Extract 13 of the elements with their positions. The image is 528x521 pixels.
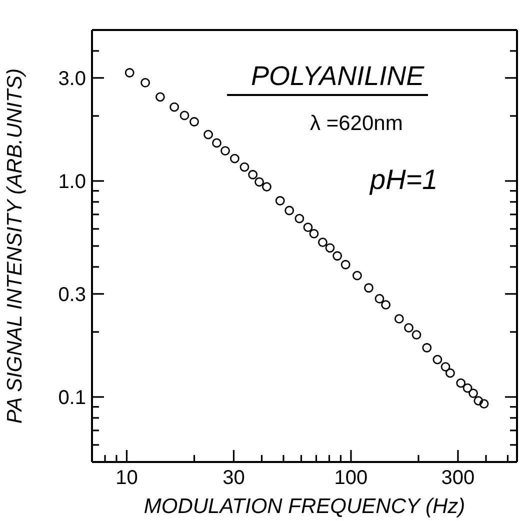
y-tick-label: 3.0: [58, 68, 86, 90]
x-tick-label: 100: [334, 467, 368, 489]
annotation: pH=1: [370, 164, 438, 196]
annotation: λ =620nm: [310, 112, 403, 136]
annotation: POLYANILINE: [227, 61, 428, 96]
y-tick-label: 0.1: [58, 386, 86, 409]
y-tick-label: 0.3: [58, 284, 86, 306]
y-axis-title: PA SIGNAL INTENSITY (ARB.UNITS): [3, 68, 26, 424]
x-tick-label: 30: [222, 467, 245, 489]
y-tick-label: 1.0: [58, 170, 86, 193]
x-axis-title: MODULATION FREQUENCY (Hz): [144, 495, 466, 518]
x-tick-label: 300: [441, 467, 475, 489]
x-tick-label: 10: [116, 467, 138, 489]
